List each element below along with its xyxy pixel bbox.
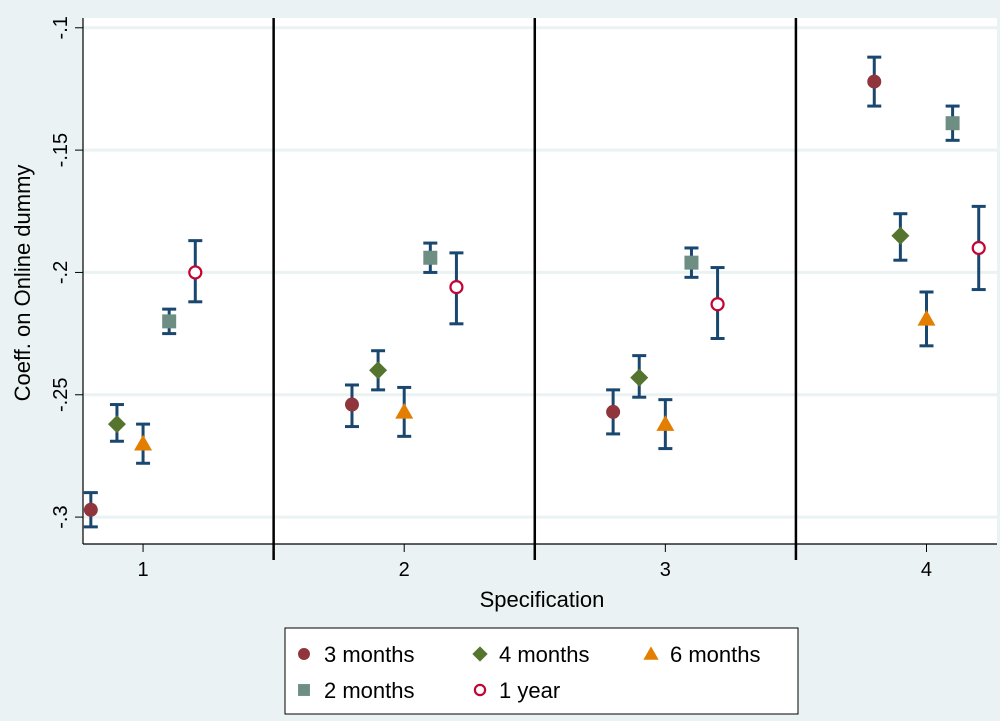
legend-label: 2 months [324,678,415,703]
legend-box [284,627,799,715]
legend-entry: 2 months [298,678,415,703]
y-tick-label: -.2 [50,261,72,284]
x-tick-label: 2 [399,559,410,581]
data-point-2-months [945,116,960,131]
data-point-1-year [971,240,986,256]
legend-entry: 1 year [473,678,560,703]
y-tick-label: -.3 [50,505,72,528]
legend-marker [298,648,310,660]
plot-background [83,18,997,544]
legend-entry: 3 months [298,642,415,667]
legend-label: 6 months [670,642,761,667]
plot-area: -.1 -.15 -.2 -.25 -.3 1 2 3 4 Specification Coeff.… [10,16,997,612]
legend-marker [298,684,310,696]
x-axis-title: Specification [480,587,605,612]
legend: 3 months 4 months 6 months 2 months 1 year [284,627,799,715]
y-tick-label: -.25 [50,378,72,412]
data-point-4-months [891,226,910,245]
legend-marker [472,646,488,662]
legend-entry: 6 months [643,642,761,667]
data-point-2-months [684,255,699,270]
data-point-6-months [395,402,414,419]
x-tick-label: 3 [660,559,671,581]
legend-label: 1 year [499,678,560,703]
y-tick-label: -.15 [50,133,72,167]
y-axis-title: Coeff. on Online dummy [10,165,35,402]
data-point-4-months [369,361,388,380]
data-point-4-months [107,415,126,434]
legend-label: 3 months [324,642,415,667]
legend-marker [643,646,659,660]
legend-label: 4 months [499,642,590,667]
x-tick-label: 1 [138,559,149,581]
y-tick-label: -.1 [50,16,72,39]
data-point-2-months [423,250,438,265]
x-tick-label: 4 [921,559,932,581]
data-point-1-year [710,297,725,312]
data-point-3-months [344,397,359,412]
data-point-6-months [917,309,936,326]
data-point-6-months [134,434,153,451]
legend-marker [473,683,487,697]
data-point-6-months [656,415,675,431]
data-point-1-year [449,280,464,295]
data-point-1-year [188,265,203,280]
data-point-3-months [606,404,621,419]
legend-entry: 4 months [472,642,590,667]
data-point-3-months [83,502,98,517]
data-point-3-months [867,74,882,89]
data-point-4-months [630,368,649,387]
data-point-2-months [162,314,177,329]
